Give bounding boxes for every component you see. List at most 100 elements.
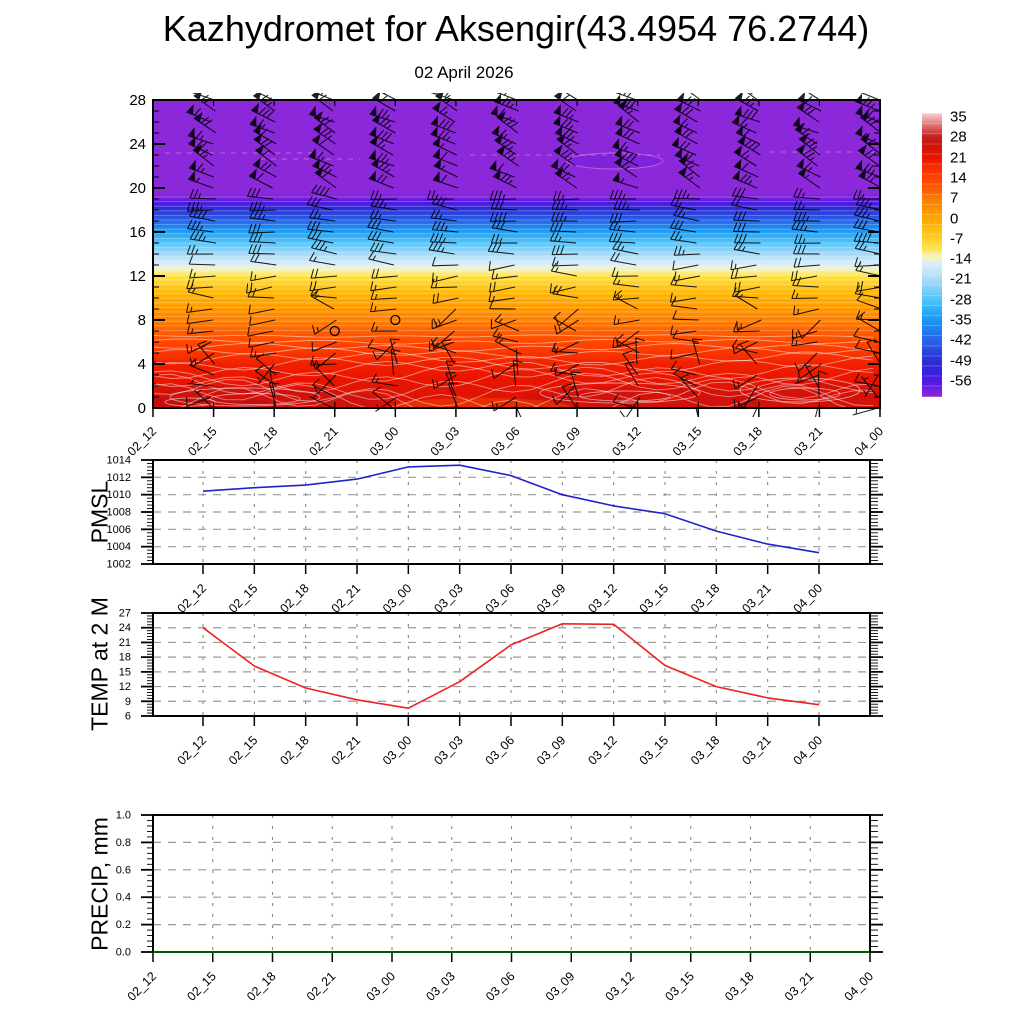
contour-lines — [153, 151, 880, 408]
colorbar-tick-label: -56 — [950, 372, 972, 390]
x-tick-label: 04_00 — [791, 733, 826, 768]
pmsl-chart: 1002 1004 1006 1008 1010 1012 1014 02_12 02_15 02… — [107, 455, 883, 616]
y-tick-label: 1012 — [107, 472, 131, 484]
x-tick-label: 02_21 — [304, 969, 339, 1004]
x-tick-label: 03_15 — [637, 733, 672, 768]
y-tick-label: 18 — [119, 652, 131, 664]
x-tick-label: 03_03 — [431, 733, 466, 768]
x-tick-label: 03_21 — [739, 733, 774, 768]
x-tick-label: 03_09 — [549, 424, 584, 459]
x-tick-label: 03_12 — [609, 424, 644, 459]
x-tick-label: 03_00 — [364, 969, 399, 1004]
main-y-tick-label: 28 — [129, 92, 146, 109]
x-tick-label: 04_00 — [842, 969, 877, 1004]
x-tick-label: 03_21 — [739, 581, 774, 616]
x-tick-label: 02_21 — [329, 581, 364, 616]
colorbar-tick-label: -35 — [950, 311, 972, 329]
x-tick-label: 02_15 — [184, 969, 219, 1004]
page-title: Kazhydromet for Aksengir(43.4954 76.2744… — [162, 8, 870, 49]
x-tick-label: 04_00 — [791, 581, 826, 616]
colorbar-tick-label: 0 — [950, 210, 959, 228]
colorbar-tick-label: 21 — [950, 149, 967, 167]
y-tick-label: 24 — [119, 622, 131, 634]
x-tick-label: 03_15 — [637, 581, 672, 616]
x-tick-label: 03_15 — [662, 969, 697, 1004]
main-y-tick-label: 4 — [138, 356, 146, 373]
precip-chart: 0.0 0.2 0.4 0.6 0.8 1.0 02_12 02_15 02_18 02_21 03… — [116, 810, 883, 1004]
x-tick-label: 02_18 — [277, 581, 312, 616]
temperature-colorbar — [922, 113, 942, 397]
x-tick-label: 03_00 — [380, 581, 415, 616]
colorbar-tick-label: -28 — [950, 291, 972, 309]
x-tick-label: 02_15 — [226, 733, 261, 768]
main-y-tick-label: 24 — [129, 136, 146, 153]
x-tick-label: 03_09 — [534, 733, 569, 768]
colorbar-tick-label: 35 — [950, 108, 967, 126]
y-tick-label: 1006 — [107, 524, 131, 536]
temp_2m-line — [202, 622, 820, 710]
temp_2m-chart: 6 9 12 15 18 21 24 27 02_12 02_15 02_18 02_21 03_00 0… — [119, 608, 883, 768]
x-tick-label: 03_06 — [488, 424, 523, 459]
colorbar-tick-label: 28 — [950, 128, 967, 146]
y-tick-label: 1002 — [107, 559, 131, 571]
colorbar-tick-label: -21 — [950, 270, 972, 288]
x-tick-label: 03_03 — [423, 969, 458, 1004]
x-tick-label: 03_15 — [670, 424, 705, 459]
x-tick-label: 03_21 — [782, 969, 817, 1004]
x-tick-label: 02_18 — [277, 733, 312, 768]
x-tick-label: 02_12 — [175, 733, 210, 768]
y-tick-label: 1008 — [107, 507, 131, 519]
x-tick-label: 03_21 — [791, 424, 826, 459]
x-tick-label: 03_18 — [688, 581, 723, 616]
y-tick-label: 0.4 — [116, 892, 131, 904]
y-tick-label: 0.0 — [116, 947, 131, 959]
y-tick-label: 1014 — [107, 455, 131, 467]
x-tick-label: 03_00 — [380, 733, 415, 768]
main-y-tick-label: 20 — [129, 180, 146, 197]
x-tick-label: 03_12 — [603, 969, 638, 1004]
colorbar-tick-label: 14 — [950, 169, 967, 187]
date-subtitle: 02 April 2026 — [414, 63, 514, 82]
x-tick-label: 02_15 — [185, 424, 220, 459]
y-tick-label: 12 — [119, 681, 131, 693]
colorbar-tick-label: -49 — [950, 352, 972, 370]
colorbar-tick-label: 7 — [950, 189, 959, 207]
x-tick-label: 03_03 — [428, 424, 463, 459]
x-tick-label: 03_18 — [722, 969, 757, 1004]
y-tick-label: 0.2 — [116, 919, 131, 931]
y-tick-label: 21 — [119, 637, 131, 649]
x-tick-label: 03_00 — [367, 424, 402, 459]
x-tick-label: 02_15 — [226, 581, 261, 616]
y-tick-label: 15 — [119, 666, 131, 678]
y-tick-label: 6 — [125, 711, 131, 723]
calm-wind-circle — [329, 325, 340, 337]
y-tick-label: 1010 — [107, 489, 131, 501]
main-y-tick-label: 8 — [138, 312, 146, 329]
x-tick-label: 03_06 — [483, 733, 518, 768]
y-tick-label: 1004 — [107, 541, 131, 553]
colorbar-tick-label: -14 — [950, 250, 972, 268]
x-tick-label: 02_21 — [329, 733, 364, 768]
y-tick-label: 0.8 — [116, 837, 131, 849]
colorbar-tick-label: -42 — [950, 331, 972, 349]
x-tick-label: 03_18 — [688, 733, 723, 768]
x-tick-label: 02_12 — [125, 969, 160, 1004]
x-tick-label: 02_21 — [306, 424, 341, 459]
x-tick-label: 03_09 — [534, 581, 569, 616]
x-tick-label: 02_18 — [244, 969, 279, 1004]
x-tick-label: 03_12 — [585, 581, 620, 616]
y-tick-label: 9 — [125, 696, 131, 708]
y-tick-label: 0.6 — [116, 864, 131, 876]
x-tick-label: 03_03 — [431, 581, 466, 616]
y-tick-label: 1.0 — [116, 810, 131, 822]
y-tick-label: 27 — [119, 608, 131, 620]
colorbar-tick-label: -7 — [950, 230, 964, 248]
x-tick-label: 03_09 — [543, 969, 578, 1004]
x-tick-label: 03_12 — [585, 733, 620, 768]
x-tick-label: 04_00 — [852, 424, 887, 459]
main-y-tick-label: 12 — [129, 268, 146, 285]
main-y-tick-label: 16 — [129, 224, 146, 241]
